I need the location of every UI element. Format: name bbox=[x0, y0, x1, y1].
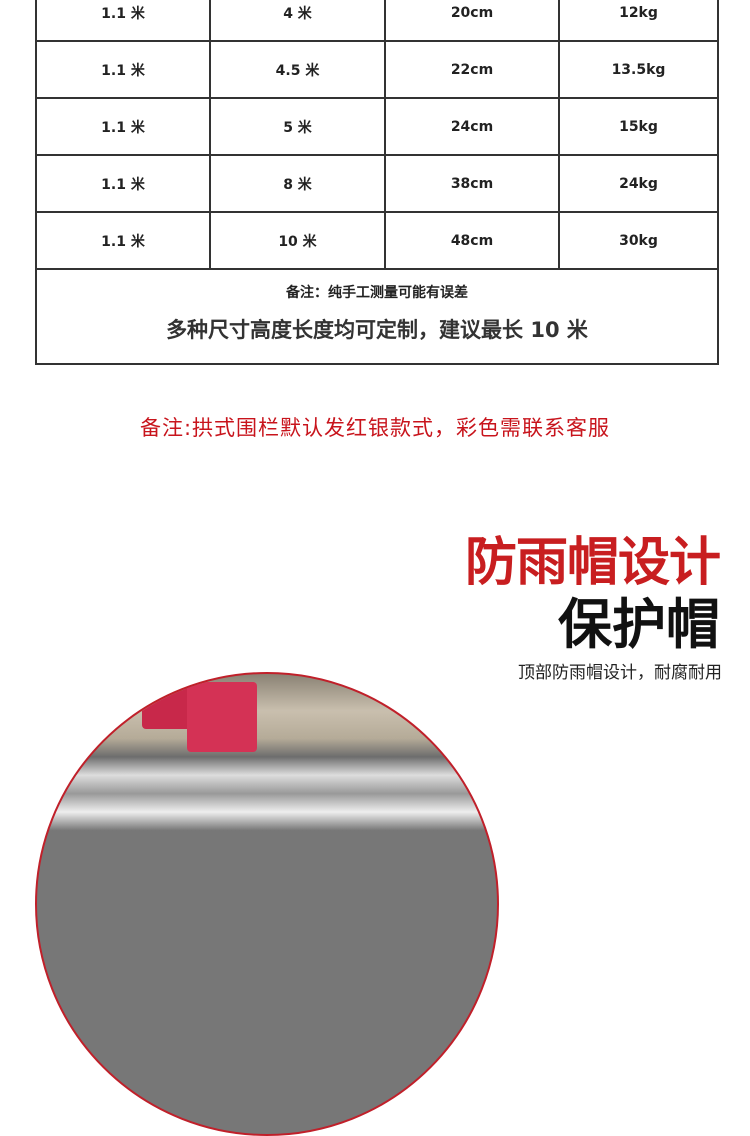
table-cell: 1.1 米 bbox=[35, 97, 211, 156]
table-cell: 15kg bbox=[558, 97, 719, 156]
feature-description: 顶部防雨帽设计，耐腐耐用 bbox=[518, 663, 722, 683]
rain-cap-photo bbox=[35, 672, 499, 1136]
feature-title: 防雨帽设计 bbox=[464, 533, 721, 593]
table-cell: 48cm bbox=[384, 211, 560, 270]
table-cell: 10 米 bbox=[209, 211, 386, 270]
feature-subtitle: 保护帽 bbox=[558, 593, 720, 656]
table-cell: 4.5 米 bbox=[209, 40, 386, 99]
table-cell: 4 米 bbox=[209, 0, 386, 42]
table-cell: 1.1 米 bbox=[35, 154, 211, 213]
table-cell: 24kg bbox=[558, 154, 719, 213]
table-cell: 24cm bbox=[384, 97, 560, 156]
table-cell: 13.5kg bbox=[558, 40, 719, 99]
table-cell: 8 米 bbox=[209, 154, 386, 213]
table-cell: 1.1 米 bbox=[35, 40, 211, 99]
table-cell: 20cm bbox=[384, 0, 560, 42]
table-cell: 12kg bbox=[558, 0, 719, 42]
table-row: 1.1 米 10 米 48cm 30kg bbox=[35, 211, 719, 270]
table-note-cell: 备注：纯手工测量可能有误差 多种尺寸高度长度均可定制，建议最长 10 米 bbox=[35, 268, 719, 365]
custom-size-note: 多种尺寸高度长度均可定制，建议最长 10 米 bbox=[166, 318, 588, 342]
table-cell: 1.1 米 bbox=[35, 211, 211, 270]
color-remark: 备注:拱式围栏默认发红银款式，彩色需联系客服 bbox=[139, 416, 611, 440]
measurement-note: 备注：纯手工测量可能有误差 bbox=[286, 285, 468, 301]
table-cell: 30kg bbox=[558, 211, 719, 270]
table-cell: 5 米 bbox=[209, 97, 386, 156]
table-row: 1.1 米 4.5 米 22cm 13.5kg bbox=[35, 40, 719, 99]
table-cell: 1.1 米 bbox=[35, 0, 211, 42]
table-cell: 22cm bbox=[384, 40, 560, 99]
red-cap bbox=[187, 682, 257, 752]
table-cell: 38cm bbox=[384, 154, 560, 213]
